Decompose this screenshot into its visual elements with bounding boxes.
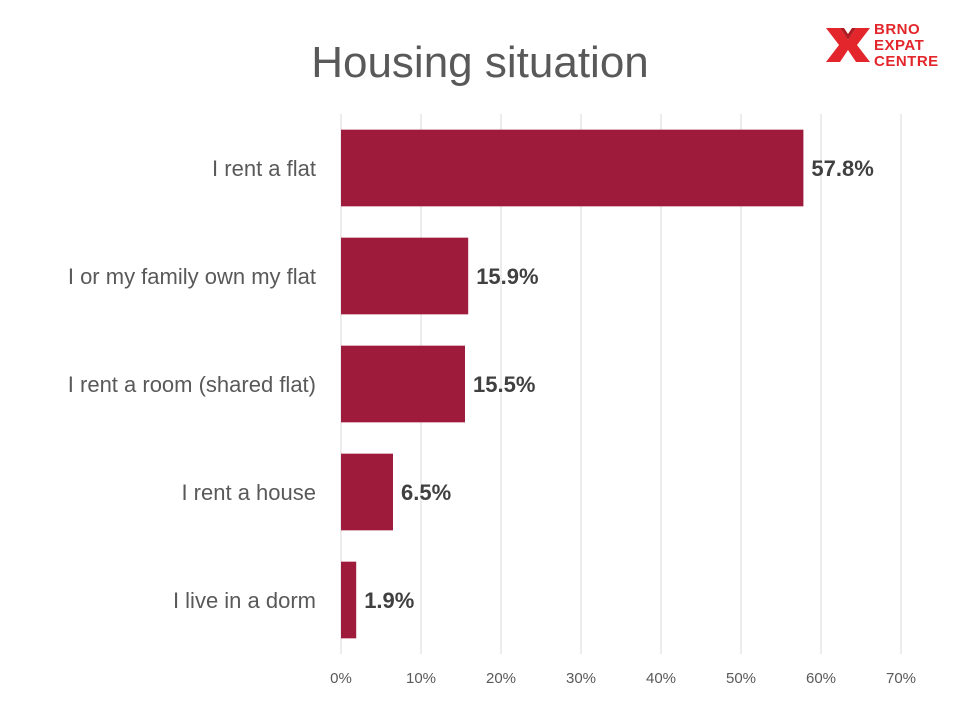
bar: [341, 237, 469, 315]
value-label: 15.9%: [476, 264, 538, 289]
x-tick-label: 20%: [486, 670, 516, 687]
category-label: I live in a dorm: [173, 588, 316, 613]
bar: [341, 345, 465, 423]
brno-x-icon: [826, 28, 870, 62]
bar: [341, 561, 357, 639]
category-label: I rent a room (shared flat): [68, 372, 316, 397]
x-tick-label: 70%: [886, 670, 916, 687]
logo-line-expat: EXPAT: [874, 37, 925, 54]
x-tick-label: 30%: [566, 670, 596, 687]
category-label: I rent a house: [181, 480, 316, 505]
bar: [341, 129, 804, 207]
category-label: I or my family own my flat: [68, 264, 316, 289]
x-tick-label: 10%: [406, 670, 436, 687]
x-tick-label: 60%: [806, 670, 836, 687]
x-tick-label: 0%: [330, 670, 352, 687]
value-label: 57.8%: [811, 156, 873, 181]
brno-expat-centre-logo: BRNO EXPAT CENTRE: [826, 22, 946, 76]
labels: 0% 10% 20% 30% 40% 50% 60% 70% I rent a flat 57.8…: [68, 156, 916, 687]
x-tick-label: 40%: [646, 670, 676, 687]
x-tick-label: 50%: [726, 670, 756, 687]
value-label: 1.9%: [364, 588, 414, 613]
category-label: I rent a flat: [212, 156, 316, 181]
value-label: 6.5%: [401, 480, 451, 505]
chart-title: Housing situation: [311, 38, 649, 87]
bar: [341, 453, 393, 531]
logo-line-brno: BRNO: [874, 21, 921, 38]
logo-line-centre: CENTRE: [874, 53, 939, 70]
bars: [341, 129, 804, 639]
value-label: 15.5%: [473, 372, 535, 397]
